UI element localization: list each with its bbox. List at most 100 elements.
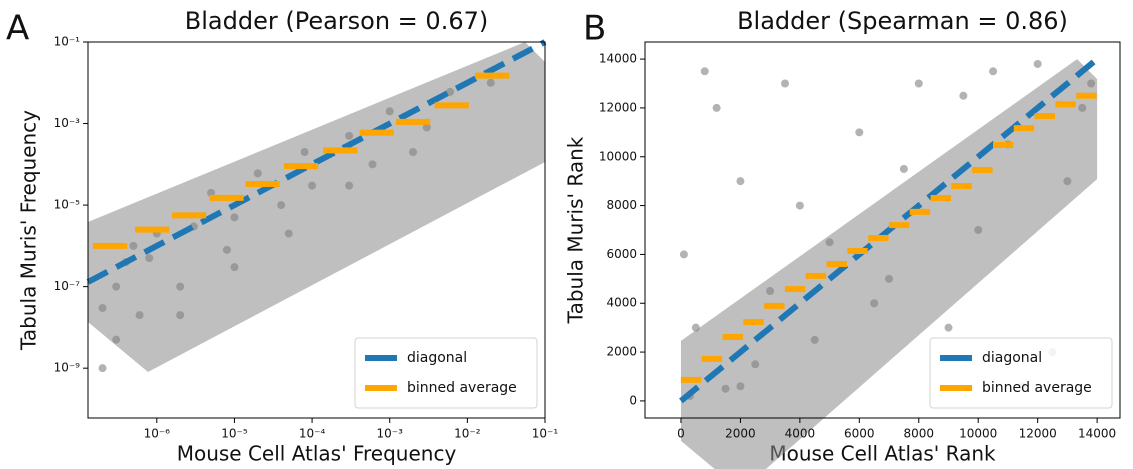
y-tick-label: 10⁻⁵ xyxy=(54,198,81,212)
scatter-point xyxy=(810,335,819,344)
x-tick-label: 10⁻¹ xyxy=(532,427,559,441)
scatter-point xyxy=(944,323,953,332)
diagonal-line xyxy=(679,56,1100,404)
scatter-point xyxy=(345,131,354,140)
plot-frame xyxy=(87,41,546,419)
scatter-point xyxy=(284,229,293,238)
legend-box xyxy=(354,337,538,409)
x-tick-label: 10⁻⁶ xyxy=(144,427,171,441)
scatter-point xyxy=(781,79,790,88)
plot-frame xyxy=(644,41,1121,419)
legend-label: diagonal xyxy=(982,350,1042,366)
scatter-point xyxy=(1063,177,1072,186)
legend-box xyxy=(929,337,1113,409)
y-axis-label: Tabula Muris' Rank xyxy=(564,136,588,324)
x-tick-label: 10⁻⁵ xyxy=(221,427,248,441)
scatter-point xyxy=(1087,79,1096,88)
diagonal-line xyxy=(86,39,547,285)
y-tick-label: 2000 xyxy=(606,345,637,359)
y-tick-label: 14000 xyxy=(599,52,637,66)
scatter-point xyxy=(230,263,239,272)
scatter-point xyxy=(712,103,721,112)
y-tick-label: 10⁻⁹ xyxy=(54,361,81,375)
scatter-point xyxy=(691,323,700,332)
scatter-point xyxy=(855,128,864,137)
y-tick-label: 12000 xyxy=(599,100,637,114)
x-tick-label: 14000 xyxy=(1078,427,1116,441)
scatter-point xyxy=(98,303,107,312)
scatter-point xyxy=(899,164,908,173)
scatter-point xyxy=(145,254,154,263)
scatter-point xyxy=(825,238,834,247)
scatter-point xyxy=(766,287,775,296)
scatter-point xyxy=(112,282,121,291)
scatter-point xyxy=(679,250,688,259)
scatter-point xyxy=(308,181,317,190)
x-tick-label: 10⁻⁴ xyxy=(299,427,326,441)
y-tick-label: 6000 xyxy=(606,247,637,261)
scatter-point xyxy=(230,213,239,222)
y-tick-label: 10⁻³ xyxy=(54,116,81,130)
scatter-point xyxy=(989,67,998,76)
scatter-point xyxy=(721,384,730,393)
scatter-point xyxy=(253,169,262,178)
scatter-point xyxy=(1078,103,1087,112)
legend-label: diagonal xyxy=(407,350,467,366)
scatter-point xyxy=(345,181,354,190)
scatter-point xyxy=(98,364,107,373)
panel-letter: B xyxy=(583,9,606,49)
x-axis-label: Mouse Cell Atlas' Rank xyxy=(769,442,996,466)
x-axis-label: Mouse Cell Atlas' Frequency xyxy=(177,442,457,466)
scatter-point xyxy=(409,148,418,157)
x-tick-label: 0 xyxy=(677,427,685,441)
scatter-point xyxy=(974,226,983,234)
scatter-point xyxy=(112,335,121,344)
scatter-point xyxy=(385,107,394,116)
scatter-point xyxy=(795,201,804,210)
scatter-point xyxy=(914,79,923,88)
scatter-point xyxy=(736,382,745,391)
scatter-point xyxy=(751,360,760,369)
scatter-point xyxy=(1033,59,1042,68)
y-tick-label: 0 xyxy=(629,393,637,407)
x-tick-label: 6000 xyxy=(844,427,875,441)
x-tick-label: 8000 xyxy=(903,427,934,441)
y-tick-label: 4000 xyxy=(606,296,637,310)
scatter-point xyxy=(176,311,185,320)
legend-label: binned average xyxy=(407,380,517,396)
scatter-point xyxy=(135,311,144,320)
x-tick-label: 12000 xyxy=(1019,427,1057,441)
y-tick-label: 10⁻⁷ xyxy=(54,279,81,293)
scatter-point xyxy=(300,148,309,157)
y-axis-label: Tabula Muris' Frequency xyxy=(17,110,41,351)
density-cloud xyxy=(680,59,1098,469)
scatter-point xyxy=(486,78,495,87)
x-tick-label: 10000 xyxy=(959,427,997,441)
scatter-point xyxy=(176,282,185,291)
scatter-point xyxy=(222,245,231,254)
y-tick-label: 8000 xyxy=(606,198,637,212)
panel-letter: A xyxy=(6,9,29,49)
scatter-point xyxy=(422,123,431,132)
scatter-point xyxy=(368,160,377,169)
y-tick-label: 10000 xyxy=(599,149,637,163)
chart-title: Bladder (Pearson = 0.67) xyxy=(185,7,488,35)
scatter-point xyxy=(129,241,138,250)
x-tick-label: 10⁻³ xyxy=(377,427,404,441)
scatter-point xyxy=(446,87,455,96)
scatter-point xyxy=(870,299,879,308)
scatter-point xyxy=(277,201,286,210)
legend-label: binned average xyxy=(982,380,1092,396)
scatter-point xyxy=(959,91,968,100)
x-tick-label: 2000 xyxy=(725,427,756,441)
scatter-point xyxy=(736,177,745,186)
chart-title: Bladder (Spearman = 0.86) xyxy=(737,7,1068,35)
scatter-point xyxy=(885,274,894,283)
density-cloud xyxy=(88,42,545,372)
scatter-point xyxy=(700,67,709,76)
y-tick-label: 10⁻¹ xyxy=(54,35,81,49)
x-tick-label: 4000 xyxy=(785,427,816,441)
x-tick-label: 10⁻² xyxy=(454,427,481,441)
scatter-point xyxy=(207,188,216,197)
